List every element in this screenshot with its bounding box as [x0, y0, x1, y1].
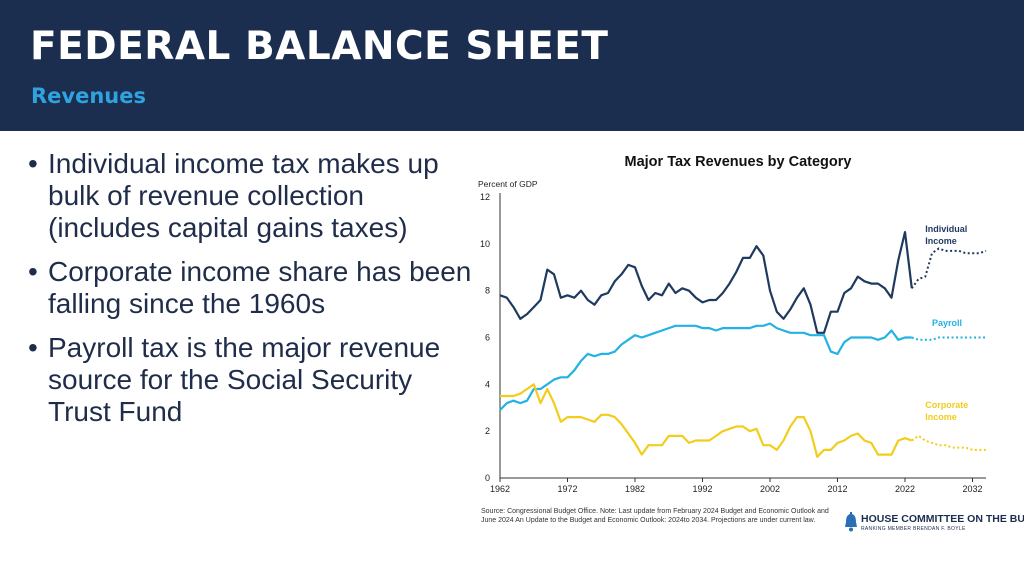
bullet-item: • Corporate income share has been falling…: [28, 256, 478, 320]
individual-income-series-label: Income: [925, 236, 957, 246]
individual-income-series-line: [499, 230, 913, 334]
source-note: Source: Congressional Budget Office. Not…: [481, 508, 829, 524]
bullet-dot: •: [28, 256, 38, 287]
y-tick-label: 0: [485, 473, 490, 483]
x-tick-label: 1992: [692, 484, 712, 494]
bullet-text: Individual income tax makes up bulk of r…: [48, 148, 439, 243]
bullet-item: • Payroll tax is the major revenue source…: [28, 332, 478, 428]
bullet-list: • Individual income tax makes up bulk of …: [28, 148, 478, 440]
logo-subtitle: RANKING MEMBER BRENDAN F. BOYLE: [861, 526, 966, 532]
chart-title: Major Tax Revenues by Category: [625, 154, 852, 170]
bullet-text: Payroll tax is the major revenue source …: [48, 332, 441, 427]
corporate-income-series-line: [500, 383, 913, 458]
x-tick-label: 2022: [895, 484, 915, 494]
x-tick-label: 1982: [625, 484, 645, 494]
corporate-income-projection-line: [911, 434, 986, 451]
bullet-dot: •: [28, 148, 38, 179]
y-tick-label: 6: [485, 333, 490, 343]
corporate-income-series-label: Corporate: [925, 400, 968, 410]
liberty-bell-icon: [845, 512, 857, 532]
page-subtitle: Revenues: [31, 84, 146, 108]
logo-name: HOUSE COMMITTEE ON THE BUDGET: [861, 513, 1024, 525]
individual-income-projection-line: [910, 247, 987, 289]
committee-logo: HOUSE COMMITTEE ON THE BUDGET RANKING ME…: [843, 512, 1024, 536]
y-axis-label: Percent of GDP: [478, 179, 538, 189]
tax-revenue-chart: Major Tax Revenues by Category Percent of…: [470, 140, 1024, 540]
y-tick-label: 2: [485, 426, 490, 436]
chart-svg: Major Tax Revenues by Category Percent of…: [478, 154, 987, 494]
y-tick-label: 10: [480, 239, 490, 249]
slide-header: FEDERAL BALANCE SHEET Revenues: [0, 0, 1024, 131]
page-title: FEDERAL BALANCE SHEET: [30, 24, 609, 69]
individual-income-series-label: Individual: [925, 224, 967, 234]
x-tick-label: 2032: [962, 484, 982, 494]
x-tick-label: 2002: [760, 484, 780, 494]
payroll-series-line: [499, 322, 912, 411]
payroll-series-label: Payroll: [932, 318, 962, 328]
bullet-text: Corporate income share has been falling …: [48, 256, 472, 319]
x-tick-label: 2012: [827, 484, 847, 494]
payroll-projection-line: [911, 336, 986, 341]
x-tick-label: 1972: [557, 484, 577, 494]
y-tick-label: 8: [485, 286, 490, 296]
corporate-income-series-label: Income: [925, 412, 957, 422]
y-tick-label: 12: [480, 192, 490, 202]
bullet-dot: •: [28, 332, 38, 363]
x-tick-label: 1962: [490, 484, 510, 494]
y-tick-label: 4: [485, 379, 490, 389]
bullet-item: • Individual income tax makes up bulk of …: [28, 148, 478, 244]
